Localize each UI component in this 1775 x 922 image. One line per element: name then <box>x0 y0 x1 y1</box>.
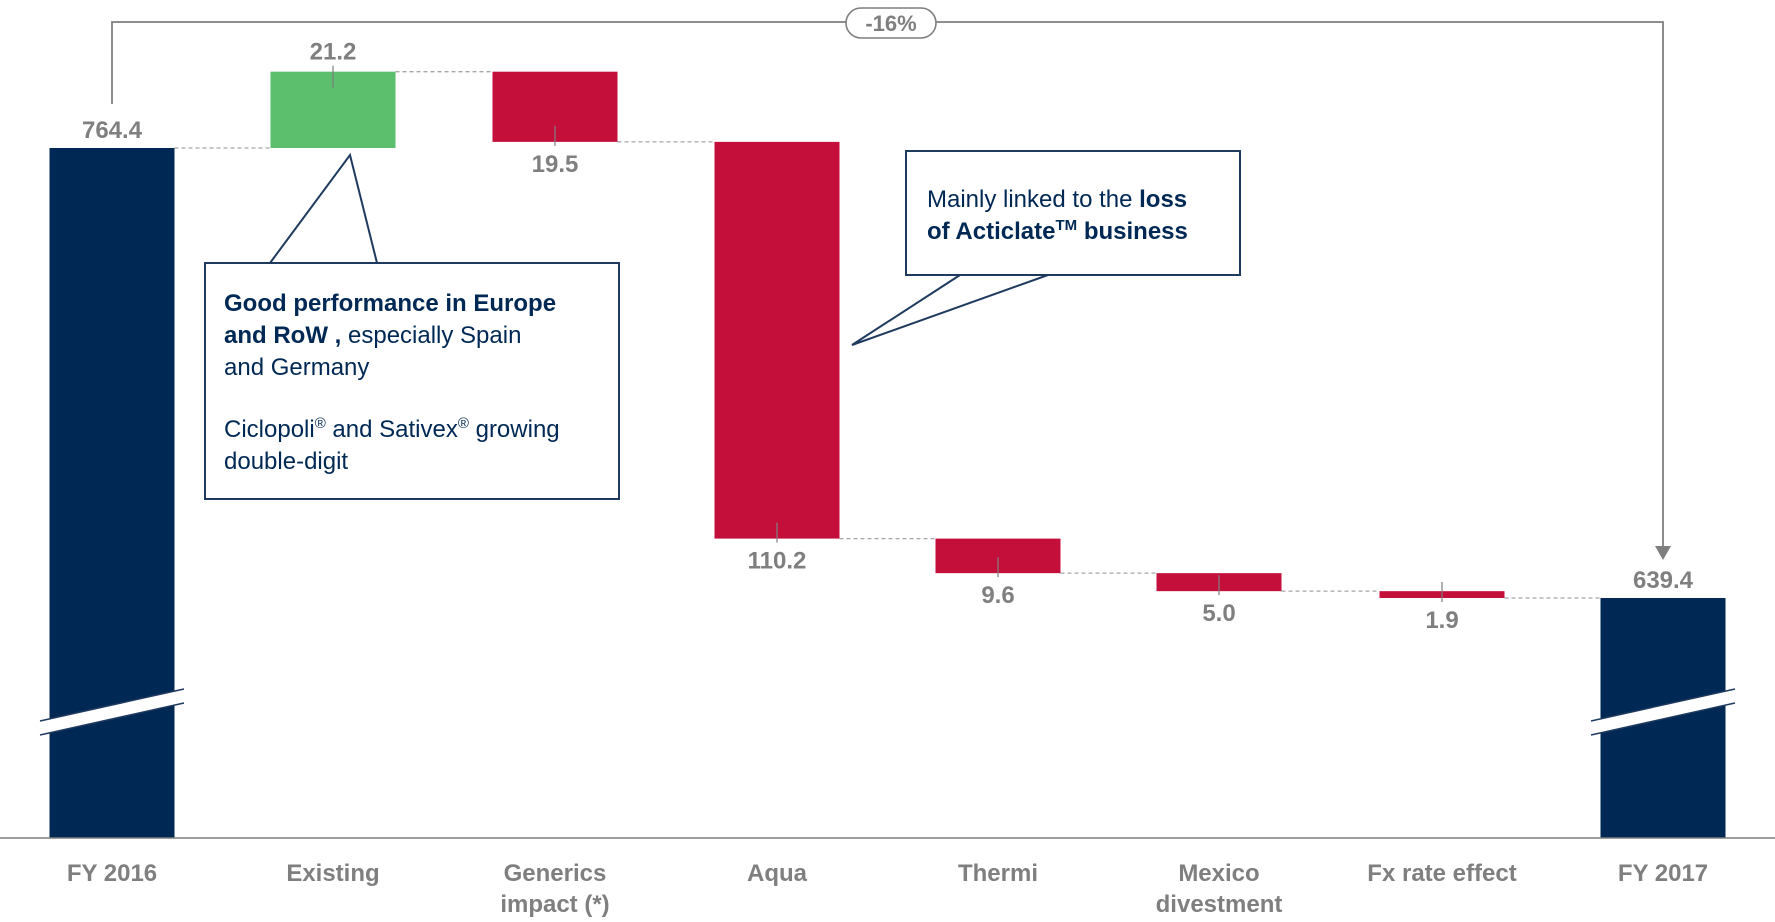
category-label: Generics impact (*) <box>500 860 609 918</box>
value-labels: 764.4 21.2 19.5 110.2 9.6 5.0 1.9 639.4 <box>82 39 1694 634</box>
bar <box>49 148 175 838</box>
category-label: Mexico divestment <box>1156 860 1283 918</box>
category-label: Fx rate effect <box>1367 860 1516 887</box>
value-label: 19.5 <box>532 151 579 178</box>
axis-break-line <box>1590 688 1736 722</box>
value-label: 5.0 <box>1202 600 1235 627</box>
category-label: Existing <box>286 860 379 887</box>
callout-acticlate-line2: of ActiclateTM business <box>927 217 1188 245</box>
axis-break-line <box>39 688 185 722</box>
axis-break-line <box>1590 702 1736 736</box>
callout-europe-line1: Good performance in Europe <box>224 290 557 317</box>
change-label: -16% <box>865 11 916 36</box>
bracket-arrowhead <box>1655 546 1671 560</box>
callout-europe-line5: double-digit <box>224 448 349 475</box>
value-label: 21.2 <box>310 39 357 66</box>
value-label: 110.2 <box>748 548 807 575</box>
callout-pointers <box>269 152 1049 346</box>
value-label: 764.4 <box>82 117 143 144</box>
callout-acticlate-line1: Mainly linked to the loss <box>927 186 1188 213</box>
callout-europe-line3: and Germany <box>224 354 370 381</box>
callout-acticlate-loss: Mainly linked to the loss of ActiclateTM… <box>905 150 1241 276</box>
bar <box>714 141 840 539</box>
callout-pointer-europe <box>269 152 378 264</box>
value-label: 1.9 <box>1425 607 1458 634</box>
callout-pointer-acticlate <box>851 274 1049 346</box>
category-label: Aqua <box>747 860 808 887</box>
overall-change-bracket: -16% <box>111 7 1671 560</box>
category-label: Thermi <box>958 860 1038 887</box>
value-label: 9.6 <box>981 582 1014 609</box>
callout-europe-line2: and RoW , especially Spain <box>224 322 522 349</box>
change-badge <box>845 7 937 39</box>
callout-europe-performance: Good performance in Europe and RoW , esp… <box>204 262 620 500</box>
axis-break-mark <box>40 689 184 735</box>
connector-lines <box>174 71 1601 599</box>
axis-break-mark <box>1591 689 1735 735</box>
axis-breaks <box>39 688 1736 736</box>
axis-break-line <box>39 702 185 736</box>
value-label: 639.4 <box>1633 567 1694 594</box>
category-label: FY 2016 <box>67 860 157 887</box>
category-labels: FY 2016 Existing Generics impact (*) Aqua The… <box>67 860 1708 918</box>
callout-europe-line4: Ciclopoli® and Sativex® growing <box>224 415 560 443</box>
category-label: FY 2017 <box>1618 860 1708 887</box>
